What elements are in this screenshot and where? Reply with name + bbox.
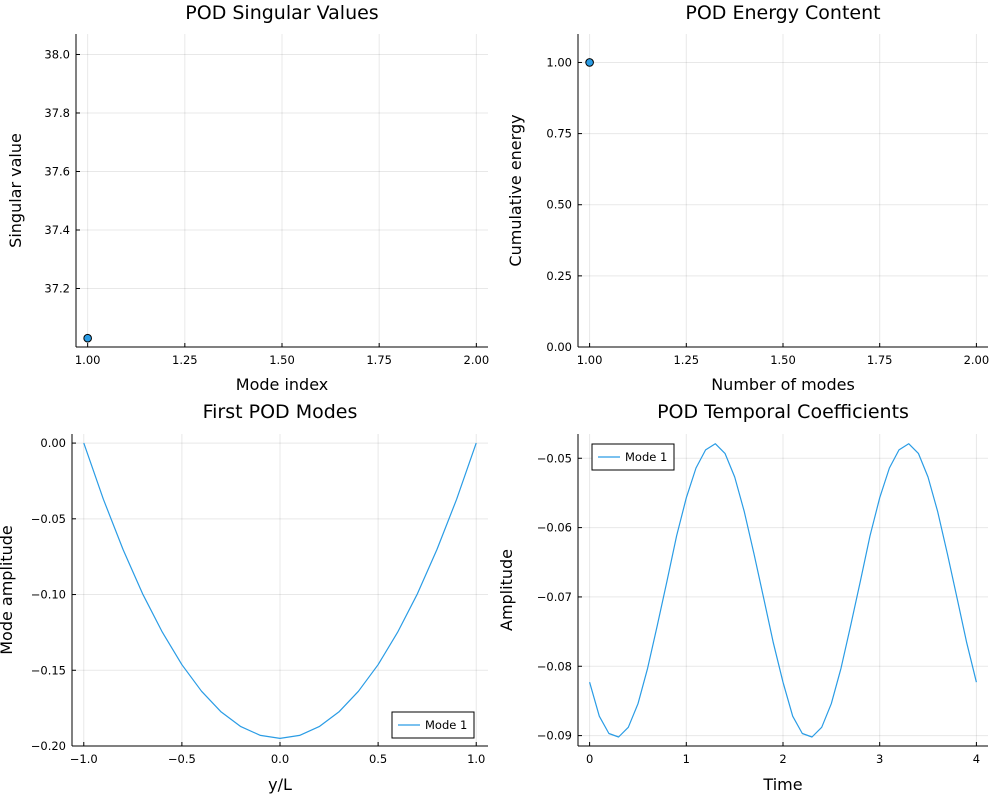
chart-temporal-y-tick-label: −0.06 [537,521,572,535]
chart-singular-x-tick-label: 1.50 [269,353,295,367]
chart-temporal-x-tick-label: 4 [973,752,980,766]
chart-modes-x-tick-label: −0.5 [168,752,196,766]
chart-modes-x-axis-label: y/L [268,775,292,794]
chart-modes-x-tick-label: 0.5 [369,752,387,766]
chart-temporal-x-tick-label: 2 [779,752,786,766]
chart-energy-y-tick-label: 0.25 [546,269,572,283]
chart-singular-x-tick-label: 1.75 [366,353,392,367]
chart-modes-y-tick-label: −0.10 [31,588,66,602]
chart-temporal-x-axis-label: Time [762,775,802,794]
chart-temporal-x-tick-label: 0 [586,752,593,766]
chart-energy-x-tick-label: 1.75 [867,353,893,367]
chart-energy-x-tick-label: 1.25 [673,353,699,367]
chart-singular-y-tick-label: 38.0 [44,47,70,61]
chart-modes-x-tick-label: −1.0 [70,752,98,766]
chart-temporal-x-tick-label: 1 [683,752,690,766]
chart-singular-panel: 1.00 1.25 1.50 1.75 2.00 37.2 37.4 37.6 37.8 38.0… [6,2,489,394]
chart-modes-y-tick-label: 0.00 [40,436,66,450]
chart-temporal-panel: 0 1 2 3 4 −0.09 −0.08 −0.07 −0.06 −0.05 POD Tempor… [497,401,988,794]
chart-modes-y-tick-label: −0.15 [31,663,66,677]
chart-modes-x-tick-label: 1.0 [467,752,485,766]
chart-temporal-legend: Mode 1 [591,443,675,471]
chart-temporal-title: POD Temporal Coefficients [657,401,909,423]
chart-temporal-y-axis-label: Amplitude [497,549,516,631]
chart-temporal-x-tick-label: 3 [876,752,883,766]
chart-temporal-y-tick-label: −0.07 [537,590,572,604]
chart-singular-x-tick-label: 2.00 [464,353,490,367]
chart-energy-x-tick-label: 1.50 [770,353,796,367]
chart-singular-y-tick-label: 37.4 [44,223,70,237]
chart-modes-y-tick-label: −0.05 [31,512,66,526]
chart-singular-y-tick-label: 37.6 [44,164,70,178]
chart-modes-series-line [83,442,477,740]
chart-energy-y-tick-label: 0.00 [546,340,572,354]
chart-modes-legend-box [391,711,475,739]
chart-energy-panel: 1.00 1.25 1.50 1.75 2.00 0.00 0.25 0.50 0.75 1.00… [506,2,989,394]
chart-modes-legend: Mode 1 [391,711,475,739]
chart-energy-y-tick-label: 0.75 [546,127,572,141]
chart-temporal-legend-label: Mode 1 [625,450,667,464]
chart-temporal-y-tick-label: −0.05 [537,451,572,465]
chart-energy-y-axis-label: Cumulative energy [506,114,525,266]
chart-energy-x-axis-label: Number of modes [711,375,855,394]
chart-singular-y-axis-label: Singular value [6,133,25,248]
chart-modes-x-tick-label: 0.0 [271,752,289,766]
chart-singular-title: POD Singular Values [185,2,378,24]
chart-singular-x-tick-label: 1.25 [172,353,198,367]
chart-singular-data-point [83,333,92,343]
chart-singular-x-tick-label: 1.00 [75,353,101,367]
chart-singular-y-tick-label: 37.2 [44,281,70,295]
chart-singular-x-axis-label: Mode index [236,375,328,394]
chart-energy-x-tick-label: 1.00 [577,353,603,367]
chart-modes-title: First POD Modes [203,401,358,423]
chart-energy-title: POD Energy Content [685,2,880,24]
chart-modes-panel: −1.0 −0.5 0.0 0.5 1.0 −0.20 −0.15 −0.10 −0.05 0.0… [0,401,488,794]
chart-singular-y-tick-label: 37.8 [44,106,70,120]
chart-energy-y-tick-label: 0.50 [546,198,572,212]
chart-temporal-y-tick-label: −0.08 [537,659,572,673]
chart-energy-y-tick-label: 1.00 [546,55,572,69]
chart-temporal-y-tick-label: −0.09 [537,729,572,743]
chart-temporal-series-line [589,443,977,738]
chart-modes-y-axis-label: Mode amplitude [0,525,16,655]
chart-energy-data-point [585,58,594,67]
chart-energy-x-tick-label: 2.00 [964,353,990,367]
chart-modes-y-tick-label: −0.20 [31,739,66,753]
chart-modes-legend-label: Mode 1 [425,718,467,732]
